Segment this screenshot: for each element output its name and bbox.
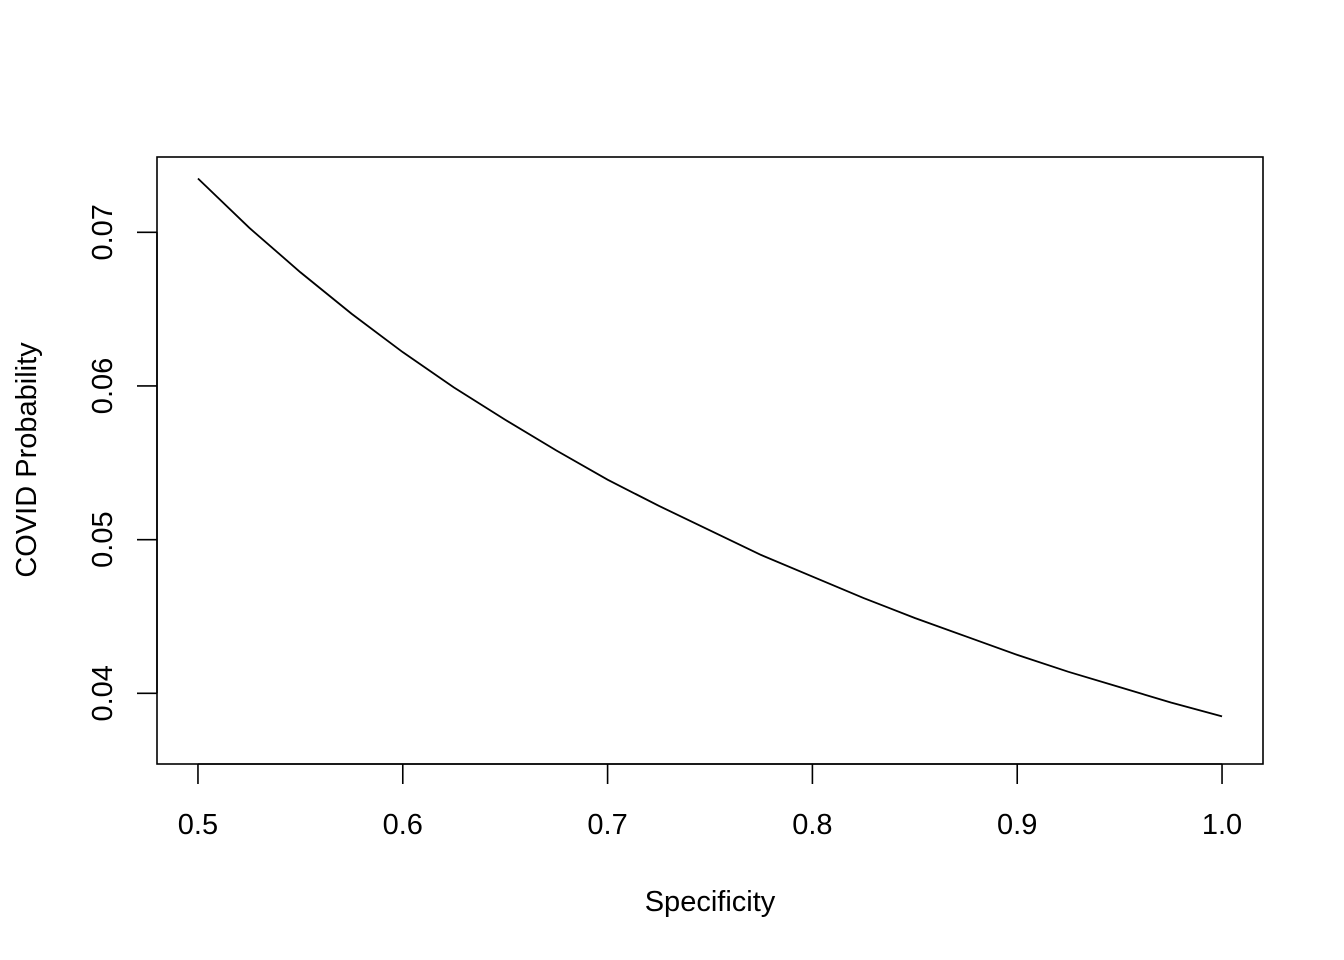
series-layer	[197, 177, 1223, 718]
y-axis-title: COVID Probability	[11, 342, 43, 578]
x-tick-label: 0.6	[383, 809, 423, 841]
x-tick-label: 0.8	[792, 809, 832, 841]
y-tick-label: 0.07	[87, 204, 119, 260]
y-tick-label: 0.05	[87, 511, 119, 567]
x-tick-label: 1.0	[1202, 809, 1242, 841]
x-axis-title: Specificity	[645, 886, 776, 918]
x-tick-label: 0.5	[178, 809, 218, 841]
plot-frame	[156, 156, 1264, 765]
x-tick-label: 0.9	[997, 809, 1037, 841]
y-axis: 0.04 0.05 0.06 0.07	[87, 204, 158, 722]
series-line-0	[197, 177, 1223, 718]
y-tick-label: 0.06	[87, 358, 119, 414]
y-tick-label: 0.04	[87, 665, 119, 721]
x-tick-label: 0.7	[587, 809, 627, 841]
x-axis: 0.5 0.6 0.7 0.8 0.9 1.0	[178, 763, 1242, 841]
